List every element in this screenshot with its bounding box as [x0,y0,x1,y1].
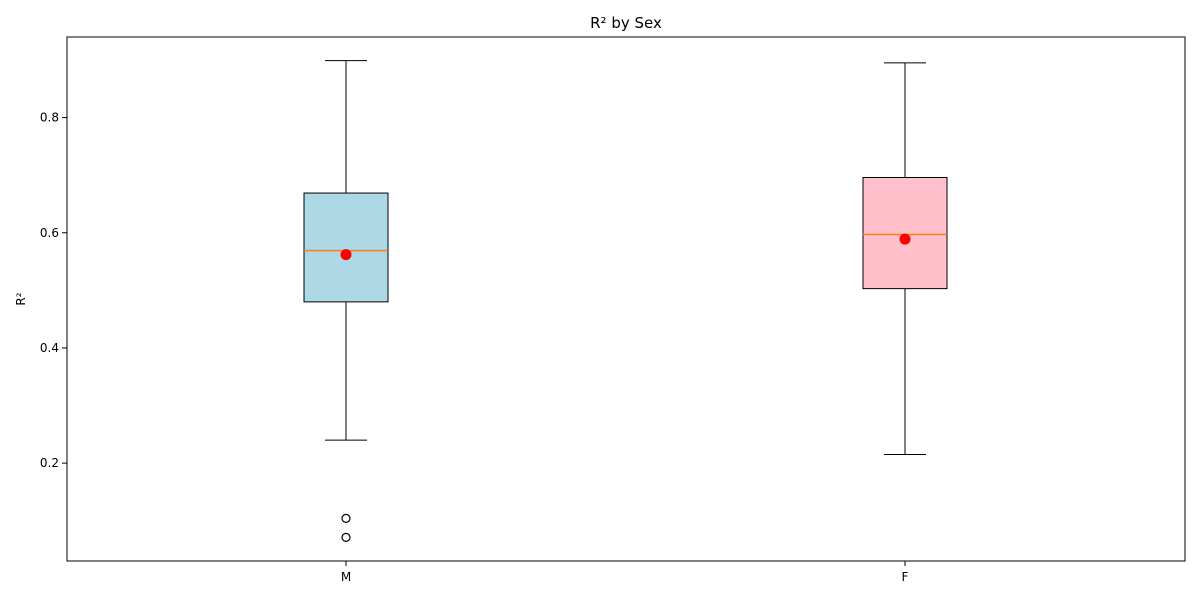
outlier-point-m [341,532,351,542]
chart-title: R² by Sex [590,14,662,32]
x-tick-label: F [902,570,909,584]
plot-area: 0.2 0.4 0.6 0.8 M F [40,60,948,584]
outlier-point-m [341,513,351,523]
y-axis-label: R² [14,292,28,305]
box-m [303,192,389,303]
box-f [862,177,948,290]
y-tick-label: 0.4 [40,341,59,355]
mean-marker-f [899,233,911,245]
mean-marker-m [340,249,352,261]
plot-frame [66,36,1186,562]
x-tick-label: M [341,570,351,584]
y-tick-label: 0.6 [40,226,59,240]
y-tick-label: 0.2 [40,456,59,470]
y-tick-label: 0.8 [40,111,59,125]
